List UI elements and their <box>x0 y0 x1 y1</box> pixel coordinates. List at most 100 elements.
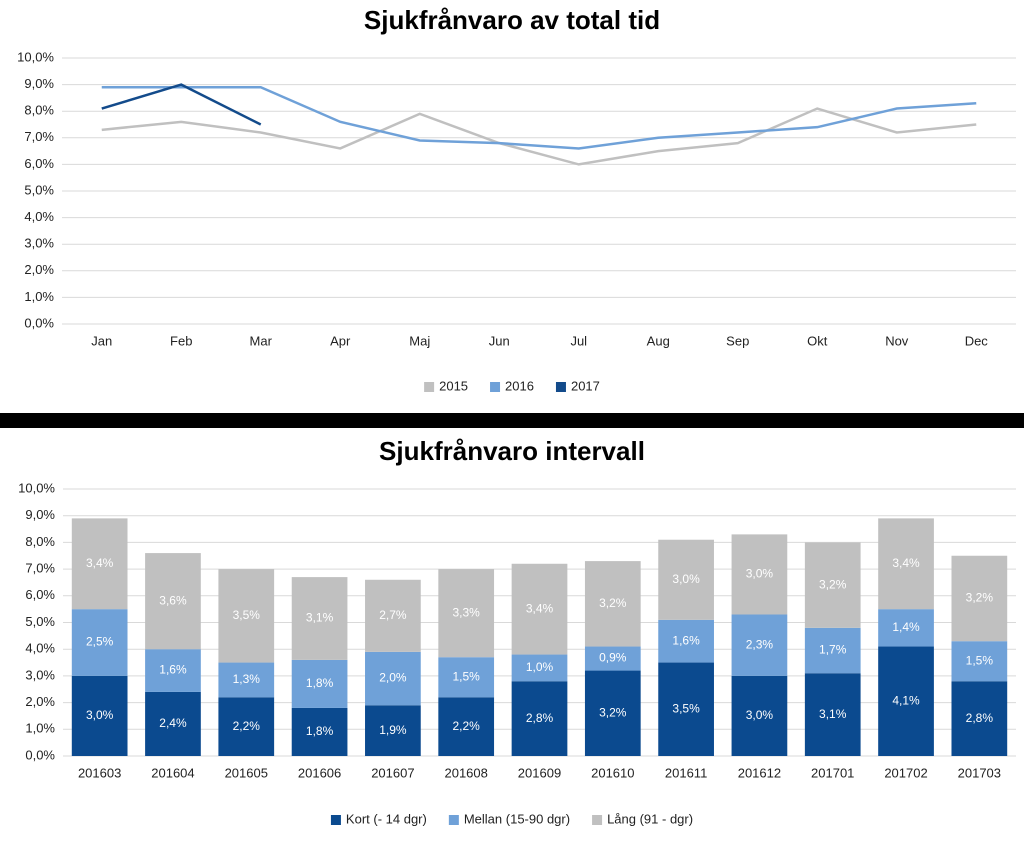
line-series <box>101 83 262 126</box>
y-tick-label: 10,0% <box>18 480 55 495</box>
x-tick-label: Sep <box>726 333 749 348</box>
value-label: 2,8% <box>526 711 554 725</box>
bar-segment <box>804 542 861 628</box>
bar-segment <box>438 697 495 756</box>
value-label: 1,9% <box>379 723 407 737</box>
legend-swatch <box>448 815 459 825</box>
y-tick-label: 6,0% <box>24 156 54 171</box>
bar-segment <box>878 518 934 610</box>
value-label: 3,0% <box>746 708 774 722</box>
y-tick-label: 9,0% <box>25 507 55 522</box>
legend-label: Mellan (15-90 dgr) <box>464 811 570 826</box>
line-series <box>101 86 977 150</box>
x-tick-label: 201611 <box>665 765 707 780</box>
value-label: 1,8% <box>306 724 334 738</box>
value-label: 3,4% <box>892 556 920 570</box>
bar-segment <box>511 563 568 655</box>
bar-segment <box>951 681 1008 756</box>
value-label: 2,2% <box>233 719 261 733</box>
value-label: 3,6% <box>159 593 187 607</box>
y-tick-label: 3,0% <box>25 667 55 682</box>
value-label: 3,2% <box>599 596 627 610</box>
bar-segment <box>438 657 495 698</box>
x-tick-label: 201603 <box>78 765 121 780</box>
bar-segment <box>218 569 275 663</box>
y-tick-label: 2,0% <box>25 694 55 709</box>
bar-segment <box>731 534 788 615</box>
value-label: 1,5% <box>453 669 481 683</box>
value-label: 3,3% <box>453 605 481 619</box>
value-label: 2,2% <box>453 719 481 733</box>
value-label: 3,0% <box>746 567 774 581</box>
bar-segment <box>145 691 201 756</box>
y-tick-label: 8,0% <box>25 534 55 549</box>
bar-segment <box>804 673 861 756</box>
chart-title: Sjukfrånvaro intervall <box>379 436 645 466</box>
bar-segment <box>658 619 714 663</box>
bar-segment <box>71 609 128 676</box>
value-label: 3,1% <box>306 611 334 625</box>
x-tick-label: Jun <box>489 333 510 348</box>
bar-segment <box>804 627 861 674</box>
value-label: 2,4% <box>159 716 187 730</box>
bar-segment <box>365 579 421 652</box>
value-label: 3,0% <box>86 708 114 722</box>
x-tick-label: 201609 <box>518 765 561 780</box>
x-tick-label: Aug <box>647 333 670 348</box>
bar-segment <box>878 609 934 647</box>
y-tick-label: 3,0% <box>24 236 54 251</box>
value-label: 1,7% <box>819 643 847 657</box>
bar-segment <box>365 705 421 756</box>
bar-segment <box>511 681 568 756</box>
value-label: 0,9% <box>599 651 627 665</box>
x-tick-label: 201703 <box>958 765 1001 780</box>
value-label: 4,1% <box>892 693 920 707</box>
x-tick-label: Feb <box>170 333 192 348</box>
value-label: 3,4% <box>526 601 554 615</box>
value-label: 3,2% <box>599 705 627 719</box>
y-tick-label: 4,0% <box>24 209 54 224</box>
separator <box>0 413 1024 428</box>
x-tick-label: Jul <box>570 333 587 348</box>
x-tick-label: 201604 <box>151 765 194 780</box>
bar-segment <box>291 659 348 708</box>
y-tick-label: 4,0% <box>25 641 55 656</box>
x-tick-label: 201607 <box>371 765 414 780</box>
value-label: 3,0% <box>672 572 700 586</box>
x-tick-label: 201702 <box>884 765 927 780</box>
x-tick-label: 201610 <box>591 765 634 780</box>
bar-segment <box>218 697 275 756</box>
chart-title: Sjukfrånvaro av total tid <box>364 5 660 35</box>
x-tick-label: Okt <box>807 333 828 348</box>
bar-segment <box>658 539 714 620</box>
bar-segment <box>951 641 1008 682</box>
bar-segment <box>291 707 348 756</box>
value-label: 2,7% <box>379 608 407 622</box>
value-label: 2,0% <box>379 671 407 685</box>
value-label: 3,2% <box>819 577 847 591</box>
value-label: 3,4% <box>86 556 114 570</box>
x-tick-label: Dec <box>965 333 989 348</box>
bar-segment <box>438 569 495 658</box>
value-label: 2,3% <box>746 637 774 651</box>
y-tick-label: 2,0% <box>24 262 54 277</box>
y-tick-label: 10,0% <box>17 49 54 64</box>
x-tick-label: Maj <box>409 333 430 348</box>
x-tick-label: Nov <box>885 333 909 348</box>
y-tick-label: 0,0% <box>24 315 54 330</box>
value-label: 3,5% <box>672 701 700 715</box>
y-tick-label: 6,0% <box>25 587 55 602</box>
bar-segment <box>584 561 641 647</box>
y-tick-label: 7,0% <box>24 129 54 144</box>
bar-segment <box>291 577 348 660</box>
x-tick-label: 201612 <box>738 765 781 780</box>
bar-segment <box>731 675 788 756</box>
legend-label: 2015 <box>439 378 468 393</box>
legend-swatch <box>424 382 435 392</box>
value-label: 3,5% <box>233 608 261 622</box>
bar-segment <box>511 654 568 682</box>
y-tick-label: 1,0% <box>24 289 54 304</box>
value-label: 3,2% <box>966 591 994 605</box>
legend-label: Lång (91 - dgr) <box>607 811 693 826</box>
